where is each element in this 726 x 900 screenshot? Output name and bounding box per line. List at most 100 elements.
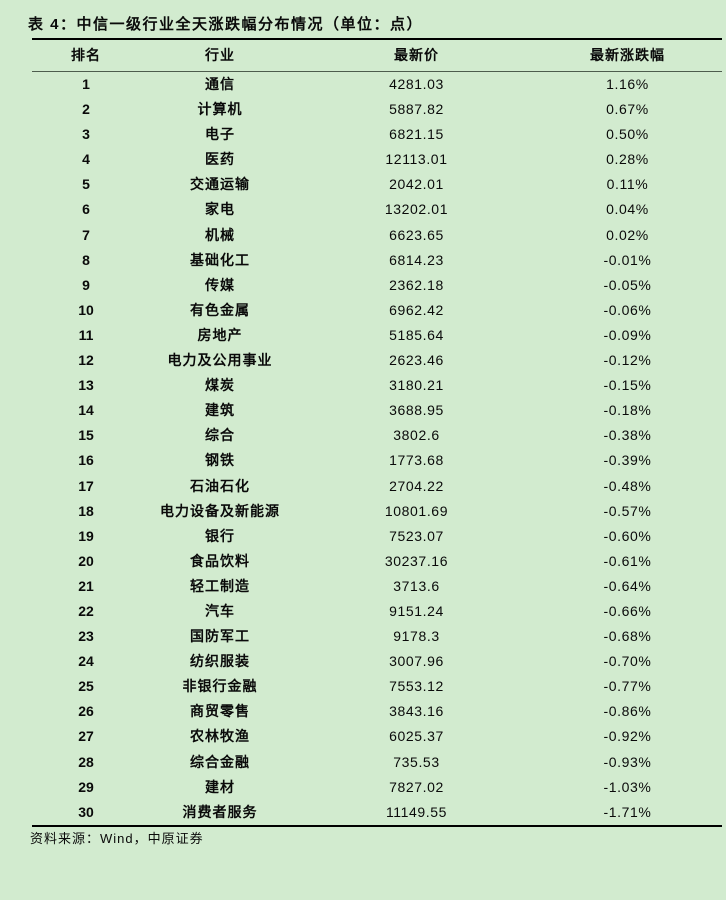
industry-cell: 建材: [205, 778, 235, 795]
industry-cell: 商贸零售: [190, 703, 250, 720]
table-row: 15 综合 3802.6 -0.38%: [32, 423, 722, 448]
table-row: 2 计算机 5887.82 0.67%: [32, 97, 722, 122]
change-cell: -1.03%: [603, 778, 652, 795]
industry-cell: 基础化工: [190, 251, 250, 268]
table-row: 9 传媒 2362.18 -0.05%: [32, 273, 722, 298]
industry-cell: 国防军工: [190, 628, 250, 645]
table-row: 23 国防军工 9178.3 -0.68%: [32, 624, 722, 649]
industry-cell: 轻工制造: [190, 577, 250, 594]
header-industry: 行业: [140, 39, 300, 72]
change-cell: -0.01%: [603, 251, 652, 268]
price-cell: 5887.82: [389, 101, 444, 118]
price-cell: 7827.02: [389, 778, 444, 795]
industry-table: 排名 行业 最新价 最新涨跌幅 1 通信 4281.03 1.16% 2 计算机…: [32, 38, 722, 827]
industry-cell: 建筑: [205, 402, 235, 419]
change-cell: -0.38%: [603, 427, 652, 444]
change-cell: 0.67%: [606, 101, 649, 118]
rank-cell: 2: [82, 101, 90, 118]
change-cell: 0.04%: [606, 201, 649, 218]
price-cell: 6025.37: [389, 728, 444, 745]
header-change: 最新涨跌幅: [533, 39, 722, 72]
table-row: 11 房地产 5185.64 -0.09%: [32, 323, 722, 348]
price-cell: 6962.42: [389, 301, 444, 318]
price-cell: 9151.24: [389, 602, 444, 619]
rank-cell: 27: [78, 728, 94, 745]
price-cell: 2704.22: [389, 477, 444, 494]
table-row: 24 纺织服装 3007.96 -0.70%: [32, 649, 722, 674]
rank-cell: 13: [78, 377, 94, 394]
change-cell: -0.05%: [603, 276, 652, 293]
change-cell: -0.57%: [603, 502, 652, 519]
price-cell: 11149.55: [385, 803, 448, 820]
rank-cell: 5: [82, 176, 90, 193]
price-cell: 5185.64: [389, 326, 444, 343]
rank-cell: 8: [82, 251, 90, 268]
industry-cell: 有色金属: [190, 301, 250, 318]
price-cell: 3007.96: [389, 653, 444, 670]
rank-cell: 14: [78, 402, 94, 419]
rank-cell: 25: [78, 678, 94, 695]
table-row: 1 通信 4281.03 1.16%: [32, 72, 722, 98]
change-cell: -0.09%: [603, 326, 652, 343]
table-row: 10 有色金属 6962.42 -0.06%: [32, 298, 722, 323]
price-cell: 735.53: [393, 753, 440, 770]
change-cell: -0.06%: [603, 301, 652, 318]
industry-table-body: 1 通信 4281.03 1.16% 2 计算机 5887.82 0.67% 3…: [32, 72, 722, 826]
industry-cell: 机械: [205, 226, 235, 243]
price-cell: 3688.95: [389, 402, 444, 419]
price-cell: 3802.6: [393, 427, 440, 444]
table-row: 12 电力及公用事业 2623.46 -0.12%: [32, 348, 722, 373]
industry-cell: 交通运输: [190, 176, 250, 193]
industry-cell: 农林牧渔: [190, 728, 250, 745]
change-cell: -0.70%: [603, 653, 652, 670]
table-row: 29 建材 7827.02 -1.03%: [32, 775, 722, 800]
rank-cell: 6: [82, 201, 90, 218]
table-row: 6 家电 13202.01 0.04%: [32, 197, 722, 222]
price-cell: 7553.12: [389, 678, 444, 695]
change-cell: -0.86%: [603, 703, 652, 720]
header-price: 最新价: [300, 39, 533, 72]
price-cell: 3180.21: [389, 377, 444, 394]
table-row: 4 医药 12113.01 0.28%: [32, 147, 722, 172]
table-row: 30 消费者服务 11149.55 -1.71%: [32, 800, 722, 826]
table-header-row: 排名 行业 最新价 最新涨跌幅: [32, 39, 722, 72]
industry-cell: 综合金融: [190, 753, 250, 770]
price-cell: 2042.01: [389, 176, 444, 193]
rank-cell: 17: [78, 477, 94, 494]
table-row: 17 石油石化 2704.22 -0.48%: [32, 474, 722, 499]
change-cell: 0.11%: [606, 176, 649, 193]
change-cell: -0.48%: [603, 477, 652, 494]
rank-cell: 9: [82, 276, 90, 293]
industry-cell: 煤炭: [205, 377, 235, 394]
rank-cell: 29: [78, 778, 94, 795]
rank-cell: 10: [78, 301, 94, 318]
change-cell: -0.68%: [603, 628, 652, 645]
change-cell: 0.28%: [606, 151, 649, 168]
rank-cell: 1: [82, 76, 90, 92]
rank-cell: 15: [78, 427, 94, 444]
table-row: 21 轻工制造 3713.6 -0.64%: [32, 574, 722, 599]
change-cell: -0.12%: [603, 352, 652, 369]
rank-cell: 19: [78, 527, 94, 544]
table-row: 14 建筑 3688.95 -0.18%: [32, 398, 722, 423]
change-cell: -0.39%: [603, 452, 652, 469]
rank-cell: 16: [78, 452, 94, 469]
price-cell: 7523.07: [389, 527, 444, 544]
change-cell: 0.02%: [606, 226, 649, 243]
price-cell: 6821.15: [389, 126, 444, 143]
change-cell: 0.50%: [606, 126, 649, 143]
industry-cell: 综合: [205, 427, 235, 444]
industry-cell: 纺织服装: [190, 653, 250, 670]
table-title: 表 4：中信一级行业全天涨跌幅分布情况（单位：点）: [28, 16, 424, 33]
change-cell: -0.92%: [603, 728, 652, 745]
industry-cell: 非银行金融: [182, 678, 258, 695]
price-cell: 10801.69: [384, 502, 449, 519]
change-cell: -0.64%: [603, 577, 652, 594]
price-cell: 13202.01: [384, 201, 449, 218]
industry-cell: 电子: [205, 126, 235, 143]
table-row: 8 基础化工 6814.23 -0.01%: [32, 248, 722, 273]
price-cell: 1773.68: [389, 452, 444, 469]
rank-cell: 18: [78, 502, 94, 519]
table-row: 28 综合金融 735.53 -0.93%: [32, 750, 722, 775]
